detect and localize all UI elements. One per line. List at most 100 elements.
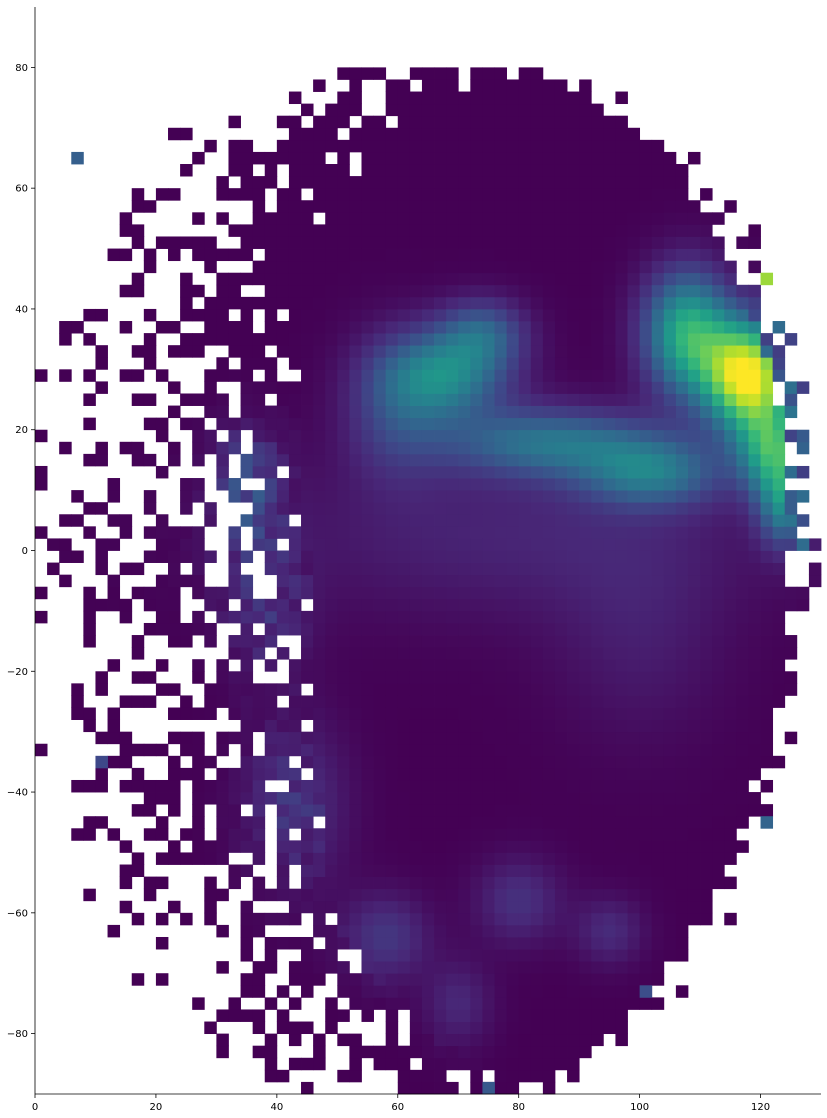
heatmap-cell — [143, 550, 157, 563]
heatmap-cell — [385, 683, 399, 696]
heatmap-cell — [349, 236, 362, 249]
heatmap-cell — [180, 852, 193, 865]
heatmap-cell — [240, 574, 254, 588]
heatmap-cell — [663, 333, 677, 346]
heatmap-cell — [554, 502, 568, 515]
heatmap-cell — [748, 647, 761, 660]
heatmap-cell — [409, 610, 423, 624]
heatmap-cell — [361, 683, 374, 696]
heatmap-cell — [385, 417, 399, 431]
heatmap-cell — [700, 393, 713, 406]
heatmap-cell — [554, 900, 568, 914]
heatmap-cell — [663, 816, 677, 829]
heatmap-cell — [482, 429, 495, 443]
heatmap-cell — [373, 659, 387, 672]
heatmap-cell — [361, 212, 374, 225]
heatmap-cell — [712, 453, 725, 467]
heatmap-cell — [373, 502, 387, 515]
heatmap-cell — [397, 622, 411, 636]
heatmap-cell — [240, 465, 254, 479]
heatmap-cell — [530, 79, 544, 92]
heatmap-cell — [397, 804, 411, 817]
heatmap-cell — [446, 284, 459, 298]
heatmap-cell — [385, 840, 399, 853]
heatmap-cell — [579, 103, 592, 117]
heatmap-cell — [349, 924, 362, 938]
heatmap-cell — [724, 731, 737, 745]
heatmap-cell — [748, 357, 761, 370]
heatmap-cell — [760, 647, 774, 660]
heatmap-cell — [373, 478, 387, 491]
heatmap-cell — [482, 936, 495, 950]
heatmap-cell — [470, 924, 483, 938]
heatmap-cell — [288, 961, 302, 974]
heatmap-cell — [651, 888, 665, 902]
heatmap-cell — [700, 574, 713, 588]
heatmap-cell — [216, 804, 229, 817]
heatmap-cell — [397, 127, 411, 141]
heatmap-cell — [349, 490, 362, 503]
heatmap-cell — [349, 224, 362, 237]
heatmap-cell — [615, 260, 628, 274]
heatmap-cell — [373, 550, 387, 563]
heatmap-cell — [651, 936, 665, 950]
heatmap-cell — [325, 864, 338, 877]
heatmap-cell — [651, 417, 665, 431]
heatmap-cell — [252, 502, 266, 515]
heatmap-cell — [530, 828, 544, 841]
heatmap-cell — [409, 731, 423, 745]
heatmap-cell — [567, 1033, 580, 1047]
heatmap-cell — [313, 622, 326, 636]
heatmap-cell — [240, 936, 254, 950]
heatmap-cell — [325, 755, 338, 769]
heatmap-cell — [651, 224, 665, 237]
heatmap-cell — [724, 840, 737, 853]
heatmap-cell — [784, 683, 798, 696]
heatmap-cell — [373, 997, 387, 1010]
heatmap-cell — [567, 308, 580, 322]
heatmap-cell — [301, 1021, 314, 1035]
heatmap-cell — [579, 1021, 592, 1035]
heatmap-cell — [228, 164, 241, 177]
heatmap-cell — [264, 610, 278, 624]
heatmap-cell — [361, 151, 374, 165]
heatmap-cell — [542, 91, 556, 105]
heatmap-cell — [458, 308, 471, 322]
heatmap-cell — [748, 465, 761, 479]
heatmap-cell — [627, 912, 641, 926]
heatmap-cell — [615, 176, 628, 189]
heatmap-cell — [313, 828, 326, 841]
heatmap-cell — [143, 695, 157, 708]
heatmap-cell — [784, 514, 798, 527]
heatmap-cell — [579, 369, 592, 382]
heatmap-cell — [639, 490, 653, 503]
heatmap-cell — [518, 236, 532, 249]
heatmap-cell — [687, 381, 701, 394]
heatmap-cell — [760, 490, 774, 503]
heatmap-cell — [325, 381, 338, 394]
heatmap-cell — [192, 767, 205, 781]
heatmap-cell — [627, 767, 641, 781]
heatmap-cell — [482, 949, 495, 962]
heatmap-cell — [530, 115, 544, 129]
heatmap-cell — [446, 369, 459, 382]
heatmap-cell — [373, 67, 387, 80]
heatmap-cell — [325, 393, 338, 406]
heatmap-cell — [470, 248, 483, 262]
heatmap-cell — [700, 345, 713, 358]
heatmap-cell — [155, 598, 169, 612]
heatmap-cell — [361, 586, 374, 600]
heatmap-cell — [349, 103, 362, 117]
heatmap-cell — [530, 441, 544, 455]
heatmap-cell — [373, 139, 387, 153]
heatmap-cell — [119, 610, 133, 624]
heatmap-cell — [385, 792, 399, 805]
heatmap-cell — [518, 357, 532, 370]
heatmap-cell — [385, 997, 399, 1010]
heatmap-cell — [494, 900, 507, 914]
heatmap-cell — [95, 357, 108, 370]
heatmap-cell — [95, 671, 108, 684]
heatmap-cell — [712, 828, 725, 841]
heatmap-cell — [615, 296, 628, 310]
heatmap-cell — [506, 985, 520, 998]
